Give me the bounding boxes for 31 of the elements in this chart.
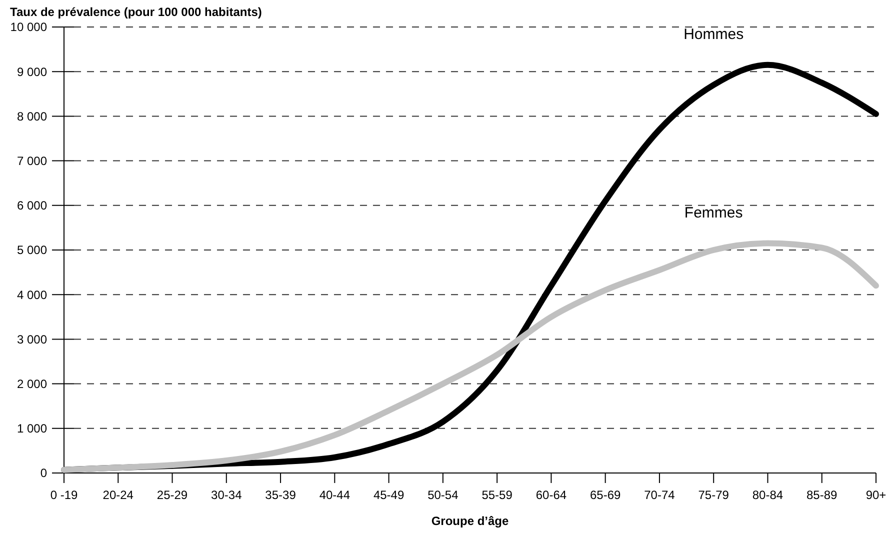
y-tick-label: 0 xyxy=(40,466,48,480)
x-tick-label: 25-29 xyxy=(156,488,188,502)
x-tick-label: 50-54 xyxy=(428,488,459,502)
y-tick-label: 4 000 xyxy=(16,288,48,302)
y-tick-label: 1 000 xyxy=(16,422,48,436)
x-tick-label: 30-34 xyxy=(211,488,242,502)
y-tick-label: 2 000 xyxy=(16,377,48,391)
series-label: Femmes xyxy=(684,204,743,222)
y-tick-label: 3 000 xyxy=(16,332,48,346)
x-tick-label: 20-24 xyxy=(102,488,134,502)
y-tick-label: 5 000 xyxy=(16,243,48,258)
x-tick-label: 40-44 xyxy=(319,488,350,502)
x-tick-label: 60-64 xyxy=(536,488,567,502)
x-axis-title: Groupe d’âge xyxy=(431,514,509,528)
x-tick-label: 35-39 xyxy=(265,488,296,502)
x-tick-label: 0 -19 xyxy=(50,488,78,502)
x-tick-label: 75-79 xyxy=(698,488,730,502)
x-tick-label: 90+ xyxy=(866,488,886,502)
y-axis-title: Taux de prévalence (pour 100 000 habitants) xyxy=(10,5,262,19)
y-tick-label: 8 000 xyxy=(16,109,48,124)
y-tick-label: 10 000 xyxy=(10,20,48,34)
x-tick-label: 85-89 xyxy=(806,488,838,502)
x-tick-label: 70-74 xyxy=(644,488,676,502)
x-tick-label: 55-59 xyxy=(482,488,513,502)
x-tick-label: 65-69 xyxy=(590,488,621,502)
y-tick-label: 6 000 xyxy=(16,198,48,213)
series-label: Hommes xyxy=(684,26,744,43)
y-tick-label: 9 000 xyxy=(16,64,48,79)
x-tick-label: 80-84 xyxy=(752,488,784,502)
x-tick-label: 45-49 xyxy=(373,488,404,502)
y-tick-label: 7 000 xyxy=(16,154,48,168)
